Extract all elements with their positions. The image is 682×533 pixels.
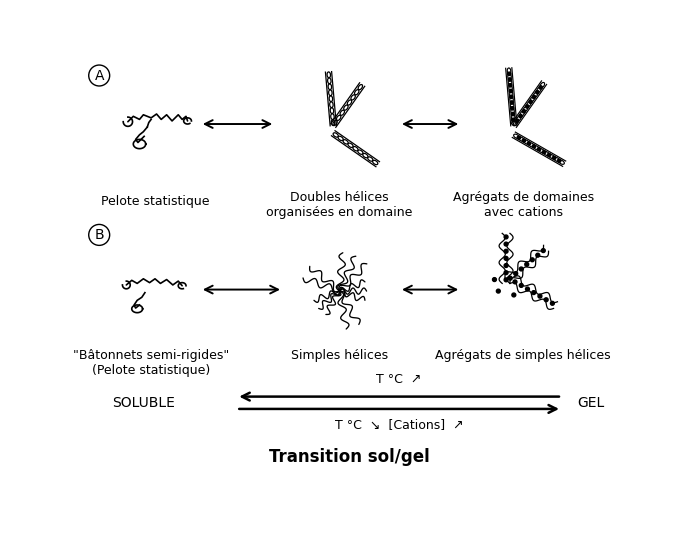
Circle shape bbox=[552, 156, 556, 159]
Circle shape bbox=[522, 139, 526, 142]
Text: B: B bbox=[94, 228, 104, 242]
Circle shape bbox=[526, 287, 529, 291]
Circle shape bbox=[504, 264, 508, 268]
Text: T °C  ↘  [Cations]  ↗: T °C ↘ [Cations] ↗ bbox=[335, 418, 464, 431]
Circle shape bbox=[537, 148, 541, 151]
Circle shape bbox=[548, 154, 551, 157]
Circle shape bbox=[507, 72, 511, 76]
Circle shape bbox=[517, 136, 520, 140]
Circle shape bbox=[508, 276, 512, 280]
Circle shape bbox=[519, 115, 522, 118]
Circle shape bbox=[509, 90, 512, 93]
Circle shape bbox=[504, 271, 508, 274]
Circle shape bbox=[525, 262, 529, 266]
Circle shape bbox=[535, 91, 539, 94]
Text: Simples hélices: Simples hélices bbox=[291, 349, 388, 362]
Circle shape bbox=[542, 249, 545, 253]
Circle shape bbox=[512, 293, 516, 297]
Circle shape bbox=[538, 294, 542, 298]
Text: SOLUBLE: SOLUBLE bbox=[112, 396, 175, 410]
Text: Doubles hélices
organisées en domaine: Doubles hélices organisées en domaine bbox=[266, 191, 413, 219]
Circle shape bbox=[496, 289, 501, 293]
Circle shape bbox=[532, 144, 535, 148]
Circle shape bbox=[531, 258, 534, 262]
Circle shape bbox=[519, 267, 523, 271]
Circle shape bbox=[509, 84, 512, 87]
Circle shape bbox=[511, 112, 514, 116]
Circle shape bbox=[504, 249, 508, 253]
Circle shape bbox=[513, 280, 517, 284]
Circle shape bbox=[532, 95, 535, 99]
Text: Transition sol/gel: Transition sol/gel bbox=[269, 448, 430, 466]
Text: Agrégats de simples hélices: Agrégats de simples hélices bbox=[435, 349, 611, 362]
Text: "Bâtonnets semi-rigides"
(Pelote statistique): "Bâtonnets semi-rigides" (Pelote statist… bbox=[73, 349, 229, 377]
Circle shape bbox=[514, 272, 518, 276]
Circle shape bbox=[516, 119, 519, 123]
Circle shape bbox=[508, 78, 512, 81]
Circle shape bbox=[492, 278, 496, 281]
Circle shape bbox=[526, 105, 529, 108]
Text: GEL: GEL bbox=[578, 396, 605, 410]
Circle shape bbox=[532, 290, 535, 295]
Circle shape bbox=[504, 278, 508, 282]
Circle shape bbox=[542, 150, 546, 154]
Circle shape bbox=[527, 142, 531, 145]
Text: T °C  ↗: T °C ↗ bbox=[376, 373, 421, 386]
Circle shape bbox=[536, 253, 539, 257]
Circle shape bbox=[509, 95, 513, 99]
Text: A: A bbox=[94, 69, 104, 83]
Circle shape bbox=[557, 159, 561, 163]
Text: Agrégats de domaines
avec cations: Agrégats de domaines avec cations bbox=[453, 191, 594, 219]
Circle shape bbox=[550, 301, 554, 305]
Circle shape bbox=[504, 242, 508, 246]
Circle shape bbox=[504, 256, 508, 260]
Circle shape bbox=[519, 284, 523, 287]
Circle shape bbox=[511, 107, 514, 110]
Circle shape bbox=[512, 118, 515, 122]
Circle shape bbox=[539, 86, 542, 89]
Circle shape bbox=[522, 110, 526, 113]
Text: Pelote statistique: Pelote statistique bbox=[101, 195, 209, 208]
Circle shape bbox=[510, 101, 514, 104]
Circle shape bbox=[504, 235, 508, 239]
Circle shape bbox=[529, 100, 533, 103]
Circle shape bbox=[544, 298, 548, 302]
